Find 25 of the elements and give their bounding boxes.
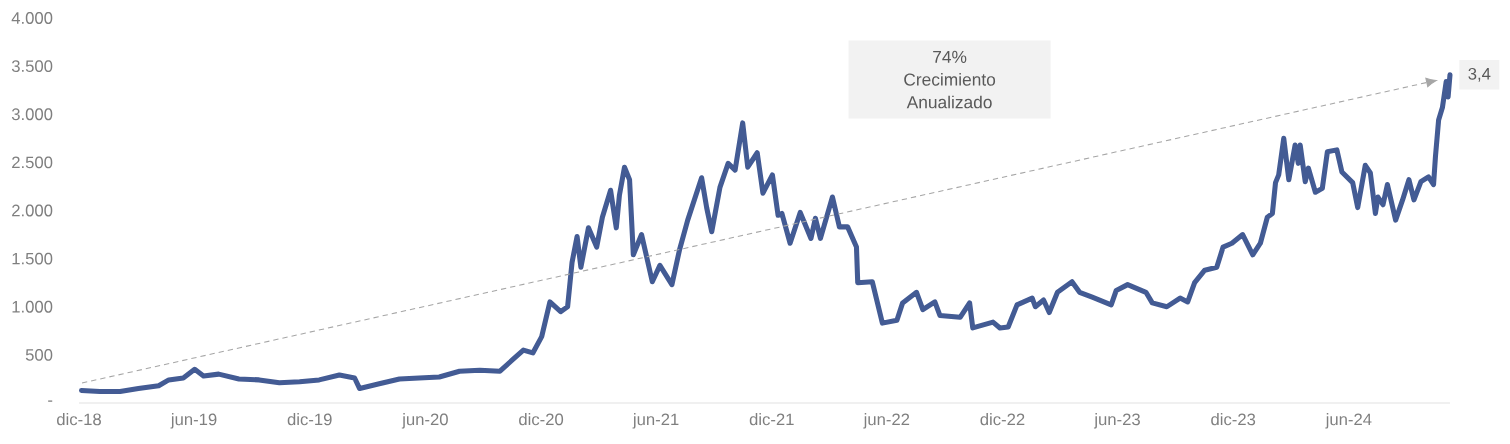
x-tick-label: jun-22 [863,413,910,429]
x-tick-label: dic-19 [287,413,332,426]
y-tick-label: 2.500 [12,156,53,169]
annotation: 3,4 [1468,67,1491,82]
annotation: Crecimiento [904,72,996,86]
y-tick-label: 2.000 [12,204,53,217]
annotation: Anualizado [906,95,992,109]
x-tick-label: dic-23 [1211,413,1256,426]
y-tick-label: 4.000 [11,12,53,24]
x-tick-label: dic-20 [519,413,564,426]
y-tick-label: 500 [25,348,53,361]
x-tick-label: jun-21 [632,413,679,429]
y-tick-label: 3.500 [11,60,53,73]
x-tick-label: dic-22 [980,413,1025,426]
y-tick-label: - [48,400,53,402]
x-tick-label: jun-24 [1325,413,1372,429]
x-tick-label: jun-20 [401,413,448,429]
x-tick-label: dic-21 [749,413,794,426]
x-tick-label: jun-23 [1093,413,1140,429]
x-tick-label: jun-19 [170,413,217,429]
y-tick-label: 1.000 [12,300,53,313]
annotation: 74% [933,50,967,63]
y-tick-label: 1.500 [12,252,53,265]
y-tick-label: 3.000 [11,108,53,121]
x-tick-label: dic-18 [57,413,101,426]
